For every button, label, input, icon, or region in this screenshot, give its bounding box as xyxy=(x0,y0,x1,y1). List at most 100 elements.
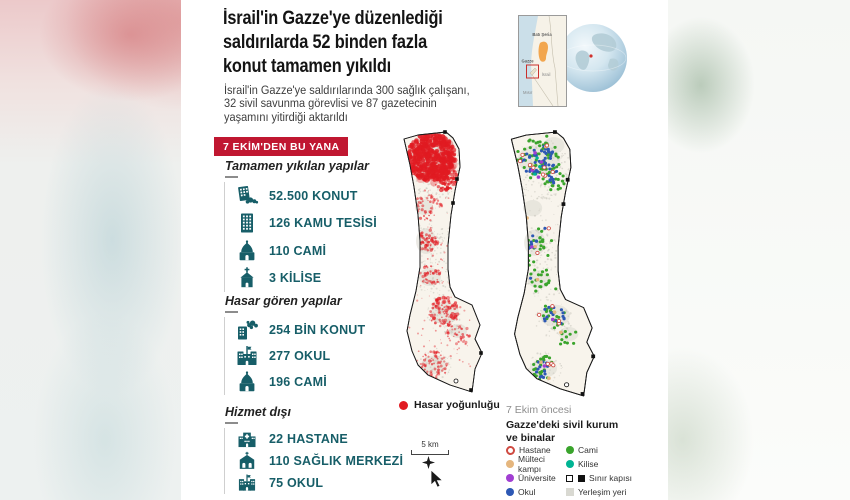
stat-row: 277 OKUL xyxy=(233,343,365,369)
stat-row: 196 CAMİ xyxy=(233,369,365,395)
legend-item-hastane: Hastane xyxy=(506,443,566,457)
civil-facilities-map xyxy=(510,130,596,397)
stat-value: 75 OKUL xyxy=(269,476,324,490)
page-subtitle: İsrail'in Gazze'ye saldırılarında 300 sa… xyxy=(224,83,470,124)
stat-value: 196 CAMİ xyxy=(269,375,327,389)
stat-group: 254 BİN KONUT 277 OKUL 196 CAMİ xyxy=(224,317,365,395)
legend-label: Sınır kapısı xyxy=(589,473,632,483)
settlement-area-icon xyxy=(566,488,574,496)
public-building-icon xyxy=(233,212,261,234)
subtitle-line: 32 sivil savunma görevlisi ve 87 gazetec… xyxy=(224,96,437,111)
legend-label: Hastane xyxy=(519,445,551,455)
legend-label: Mülteci kampı xyxy=(518,454,545,474)
section-heading: Hizmet dışı xyxy=(225,405,403,424)
gaza-highlight-box xyxy=(526,64,539,79)
title-line: konut tamamen yıkıldı xyxy=(223,56,392,77)
west-bank-area xyxy=(538,41,548,62)
legend-item-yerleşim-yeri: Yerleşim yeri xyxy=(566,485,632,499)
stat-value: 277 OKUL xyxy=(269,349,331,363)
church-icon xyxy=(233,267,261,289)
destroyed-building-icon xyxy=(233,185,261,207)
legend-item-mülteci-kampı: Mülteci kampı xyxy=(506,454,566,474)
mosque-icon xyxy=(233,371,261,393)
damage-dot-icon xyxy=(399,400,408,410)
subtitle-line: yaşamını yitirdiği aktarıldı xyxy=(224,109,348,124)
stat-row: 52.500 KONUT xyxy=(233,182,377,210)
label-west-bank: Batı Şeria xyxy=(532,32,552,37)
damage-density-map xyxy=(403,130,483,393)
stat-value: 22 HASTANE xyxy=(269,432,348,446)
legend-label: Cami xyxy=(578,445,598,455)
stat-value: 126 KAMU TESİSİ xyxy=(269,216,377,231)
facilities-legend: Hastane Mülteci kampı Üniversite Okul Cami Ki… xyxy=(506,443,632,499)
border-gate-closed-icon xyxy=(578,474,585,482)
label-gaza: Gazze xyxy=(522,59,535,64)
stat-value: 254 BİN KONUT xyxy=(269,323,366,337)
scale-bar-line xyxy=(411,450,449,455)
label-israel: İsrail xyxy=(542,72,551,77)
background-blur-left xyxy=(0,0,181,500)
school-icon xyxy=(233,472,261,494)
legend-item-okul: Okul xyxy=(506,485,566,499)
legend-label: Yerleşim yeri xyxy=(578,487,627,497)
legend-label: Okul xyxy=(518,487,536,497)
hospital-marker-icon xyxy=(506,445,515,455)
stat-row: 126 KAMU TESİSİ xyxy=(233,210,377,238)
stat-group: 22 HASTANE 110 SAĞLIK MERKEZİ 75 OKUL xyxy=(224,428,403,494)
globe-locator xyxy=(559,24,627,92)
section-destroyed-buildings: Tamamen yıkılan yapılar 52.500 KONUT 126 … xyxy=(214,159,377,292)
hospital-icon xyxy=(233,428,261,450)
north-arrow-icon xyxy=(422,456,435,469)
region-locator-map: Batı Şeria Gazze İsrail Mısır xyxy=(518,15,567,107)
stat-value: 110 CAMİ xyxy=(269,243,327,258)
facility-marker-icon xyxy=(506,474,514,482)
since-oct7-badge: 7 EKİM'DEN BU YANA xyxy=(214,137,349,156)
mosque-icon xyxy=(233,240,261,262)
gaza-location-dot xyxy=(589,54,593,58)
damaged-building-icon xyxy=(233,319,261,341)
facility-marker-icon xyxy=(566,460,574,468)
legend-label: Üniversite xyxy=(518,473,556,483)
stat-row: 254 BİN KONUT xyxy=(233,317,365,343)
background-blur-right xyxy=(668,0,850,500)
border-crossings-layer xyxy=(553,130,596,396)
pre-oct7-label: 7 Ekim öncesi xyxy=(506,404,572,416)
facility-marker-icon xyxy=(506,488,514,496)
stat-row: 75 OKUL xyxy=(233,472,403,494)
facility-marker-icon xyxy=(566,446,574,454)
stat-row: 3 KİLİSE xyxy=(233,265,377,293)
border-crossings-layer xyxy=(443,130,483,392)
school-icon xyxy=(233,345,261,367)
health-center-icon xyxy=(233,450,261,472)
legend-item-üniversite: Üniversite xyxy=(506,471,566,485)
gaza-strip-shape xyxy=(529,67,537,76)
stat-value: 3 KİLİSE xyxy=(269,271,322,286)
title-line: İsrail'in Gazze'ye düzenlediği xyxy=(223,8,443,29)
legend-label: Kilise xyxy=(578,459,599,469)
stat-value: 110 SAĞLIK MERKEZİ xyxy=(269,454,404,468)
stat-row: 110 CAMİ xyxy=(233,237,377,265)
map-scale-bar: 5 km xyxy=(411,440,449,455)
stat-value: 52.500 KONUT xyxy=(269,188,358,203)
page-title: İsrail'in Gazze'ye düzenlediği saldırıla… xyxy=(223,7,443,79)
section-out-of-service: Hizmet dışı 22 HASTANE 110 SAĞLIK MERKEZİ… xyxy=(214,405,403,494)
mouse-cursor xyxy=(430,469,444,488)
section-heading: Hasar gören yapılar xyxy=(225,294,365,313)
legend-item-sınır-kapısı: Sınır kapısı xyxy=(566,471,632,485)
title-line: saldırılarda 52 binden fazla xyxy=(223,32,428,53)
mediterranean-sea xyxy=(519,16,538,106)
damage-legend-label: Hasar yoğunluğu xyxy=(414,399,500,411)
border-gate-open-icon xyxy=(566,474,573,482)
legend-item-kilise: Kilise xyxy=(566,457,632,471)
stat-group: 52.500 KONUT 126 KAMU TESİSİ 110 CAMİ 3 KİL… xyxy=(224,182,377,292)
label-egypt: Mısır xyxy=(523,90,533,95)
section-damaged-buildings: Hasar gören yapılar 254 BİN KONUT 277 OKU… xyxy=(214,294,365,395)
facility-dots-layer xyxy=(511,134,595,384)
infographic-canvas: İsrail'in Gazze'ye düzenlediği saldırıla… xyxy=(181,0,668,500)
stat-row: 110 SAĞLIK MERKEZİ xyxy=(233,450,403,472)
stat-row: 22 HASTANE xyxy=(233,428,403,450)
scale-label: 5 km xyxy=(421,440,439,449)
section-heading: Tamamen yıkılan yapılar xyxy=(225,159,377,178)
subtitle-line: İsrail'in Gazze'ye saldırılarında 300 sa… xyxy=(224,83,470,97)
facility-marker-icon xyxy=(506,460,514,468)
